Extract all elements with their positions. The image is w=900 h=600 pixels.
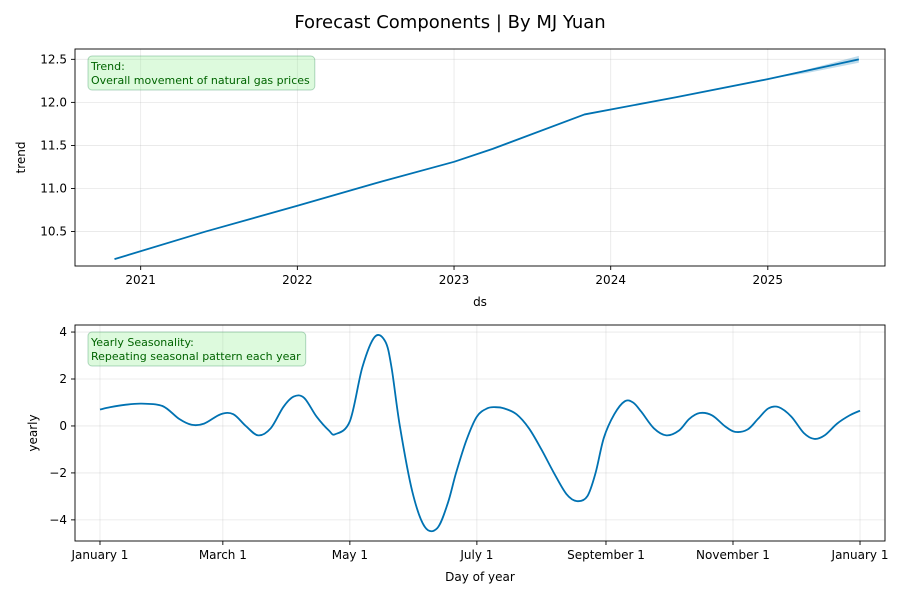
x-tick-label: November 1: [696, 548, 770, 562]
x-tick-label: January 1: [71, 548, 129, 562]
y-tick-label: 11.5: [40, 138, 67, 152]
trend-panel: 2021 2022 2023 2024 2025 10.5 11.0 11.5 12.0 12.5…: [14, 48, 886, 309]
y-tick-label: 10.5: [40, 225, 67, 239]
y-tick-label: 0: [59, 419, 67, 433]
annotation-box: Trend:Overall movement of natural gas pr…: [87, 55, 316, 91]
x-tick-label: 2023: [439, 273, 470, 287]
x-tick-label: May 1: [332, 548, 368, 562]
y-tick-label: 11.0: [40, 182, 67, 196]
x-axis-label: Day of year: [445, 570, 515, 584]
y-tick-label: −4: [49, 513, 67, 527]
annotation-title: Yearly Seasonality:: [90, 336, 194, 349]
annotation-background: [87, 55, 316, 91]
annotation-background: [87, 331, 307, 367]
x-tick-label: September 1: [567, 548, 645, 562]
x-tick-label: 2021: [125, 273, 156, 287]
y-axis-label: trend: [14, 142, 28, 174]
y-tick-label: 12.5: [40, 52, 67, 66]
x-tick-label: March 1: [199, 548, 247, 562]
annotation-text: Repeating seasonal pattern each year: [91, 350, 301, 363]
yearly-series-line: [99, 334, 861, 533]
figure-title: Forecast Components | By MJ Yuan: [294, 12, 605, 33]
y-tick-label: 2: [59, 372, 67, 386]
x-tick-label: July 1: [459, 548, 493, 562]
x-axis-label: ds: [473, 295, 487, 309]
plot-frame: [74, 48, 886, 267]
x-tick-label: January 1: [831, 548, 889, 562]
annotation-box: Yearly Seasonality:Repeating seasonal pa…: [87, 331, 307, 367]
trend-series-line: [114, 58, 860, 260]
y-tick-label: 12.0: [40, 95, 67, 109]
annotation-text: Overall movement of natural gas prices: [91, 74, 310, 87]
plot-frame: [74, 324, 886, 542]
y-axis-label: yearly: [26, 414, 40, 451]
y-tick-label: 4: [59, 325, 67, 339]
x-tick-label: 2022: [282, 273, 313, 287]
annotation-title: Trend:: [90, 60, 125, 73]
y-tick-label: −2: [49, 466, 67, 480]
yearly-panel: January 1 March 1 May 1 July 1 September 1 No…: [26, 324, 889, 584]
x-tick-label: 2025: [753, 273, 784, 287]
x-tick-label: 2024: [595, 273, 626, 287]
